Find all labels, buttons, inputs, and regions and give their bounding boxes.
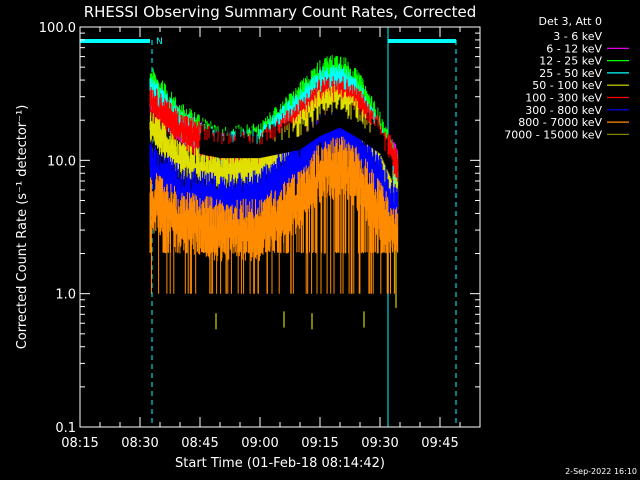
legend-item: 12 - 25 keV <box>539 55 629 68</box>
x-tick-label: 09:00 <box>241 436 278 451</box>
y-tick-label: 100.0 <box>39 21 76 36</box>
x-tick-label: 08:30 <box>121 436 158 451</box>
legend-header: Det 3, Att 0 <box>539 15 603 28</box>
legend-label: 3 - 6 keV <box>553 30 602 43</box>
x-tick-label: 09:15 <box>301 436 338 451</box>
legend-label: 7000 - 15000 keV <box>504 128 602 141</box>
legend-label: 50 - 100 keV <box>532 79 602 92</box>
y-tick-label: 10.0 <box>47 154 76 169</box>
legend-item: 6 - 12 keV <box>546 42 629 55</box>
y-tick-label: 0.1 <box>55 421 76 436</box>
x-tick-label: 09:30 <box>361 436 398 451</box>
legend-item: 100 - 300 keV <box>525 92 629 105</box>
series-7000-15000-keV <box>215 250 397 330</box>
legend-label: 6 - 12 keV <box>546 42 602 55</box>
legend-item: 800 - 7000 keV <box>518 116 629 129</box>
legend-item: 25 - 50 keV <box>539 67 629 80</box>
plot-data: N <box>79 27 457 427</box>
legend-item: 7000 - 15000 keV <box>504 128 629 141</box>
x-tick-label: 08:45 <box>181 436 218 451</box>
legend-item: 300 - 800 keV <box>525 104 629 117</box>
legend-label: 300 - 800 keV <box>525 104 602 117</box>
series-trace <box>149 109 399 230</box>
chart-title: RHESSI Observing Summary Count Rates, Co… <box>84 3 477 21</box>
legend-label: 12 - 25 keV <box>539 55 602 68</box>
legend-item: 50 - 100 keV <box>532 79 629 92</box>
legend-label: 25 - 50 keV <box>539 67 602 80</box>
legend-item: 3 - 6 keV <box>553 30 629 43</box>
x-axis-label: Start Time (01-Feb-18 08:14:42) <box>175 456 385 471</box>
annotation-label: N <box>156 37 163 47</box>
y-tick-label: 1.0 <box>55 288 76 303</box>
axes: 100.0 10.0 1.0 0.108:15 08:30 08:45 09:00 09:15… <box>39 21 481 451</box>
legend-label: 800 - 7000 keV <box>518 116 602 129</box>
series-trace <box>199 97 393 181</box>
series-3-6-keV-overlay <box>199 97 393 181</box>
series-trace <box>149 136 399 294</box>
series-300-800-keV <box>149 109 399 230</box>
timestamp: 2-Sep-2022 16:10 <box>565 467 637 476</box>
series-800-7000-keV <box>149 136 399 294</box>
legend-label: 100 - 300 keV <box>525 92 602 105</box>
x-tick-label: 08:15 <box>61 436 98 451</box>
y-axis-label: Corrected Count Rate (s⁻¹ detector⁻¹) <box>15 105 30 350</box>
x-tick-label: 09:45 <box>421 436 458 451</box>
